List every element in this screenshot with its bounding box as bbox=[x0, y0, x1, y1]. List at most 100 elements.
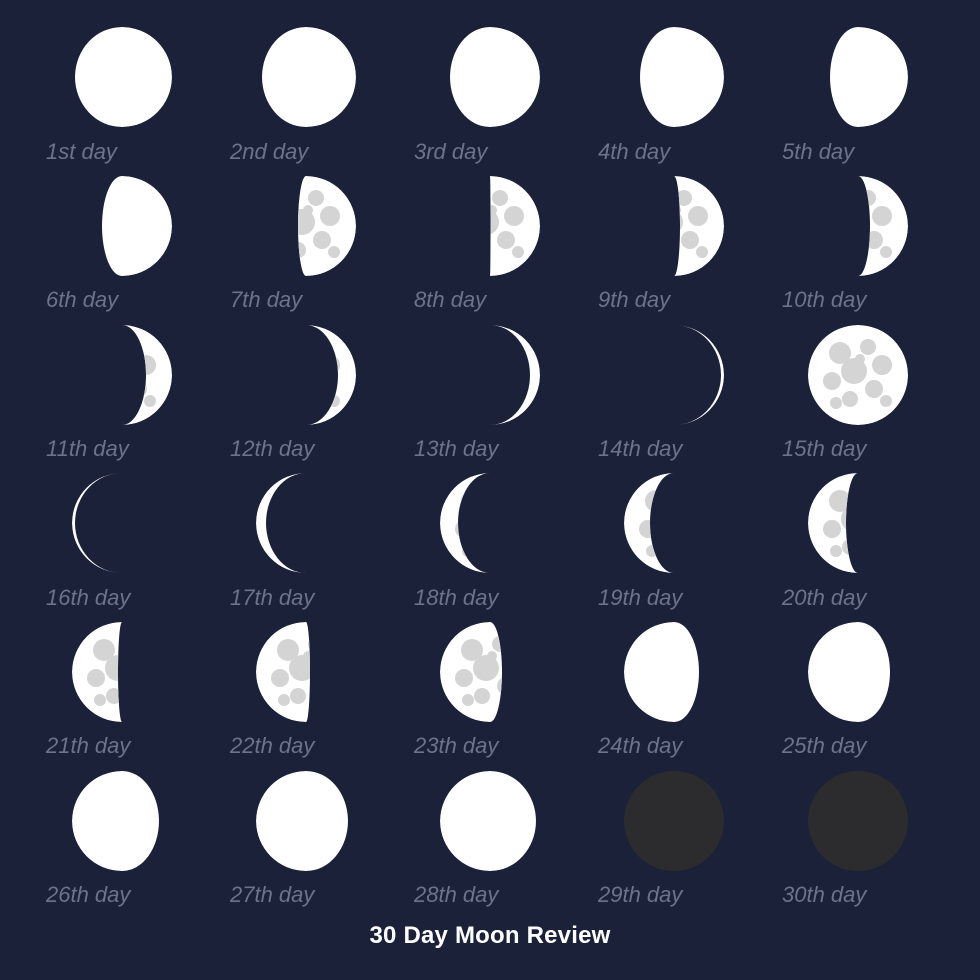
moon-wrap bbox=[776, 169, 940, 284]
moon-wrap bbox=[224, 169, 388, 284]
phase-label: 7th day bbox=[224, 287, 388, 313]
phase-cell: 15th day bbox=[776, 317, 940, 462]
phase-label: 9th day bbox=[592, 287, 756, 313]
moon-phase-icon bbox=[436, 172, 544, 280]
phase-label: 27th day bbox=[224, 882, 388, 908]
phase-label: 19th day bbox=[592, 585, 756, 611]
moon-phase-chart: 1st day 2nd day 3rd day 4th day 5th day 6th d… bbox=[0, 0, 980, 980]
moon-phase-icon bbox=[68, 767, 176, 875]
phase-label: 17th day bbox=[224, 585, 388, 611]
moon-phase-icon bbox=[68, 618, 176, 726]
phase-cell: 1st day bbox=[40, 20, 204, 165]
moon-wrap bbox=[592, 615, 756, 730]
moon-wrap bbox=[408, 763, 572, 878]
moon-phase-icon bbox=[252, 23, 360, 131]
moon-wrap bbox=[592, 317, 756, 432]
moon-phase-icon bbox=[68, 172, 176, 280]
phase-cell: 30th day bbox=[776, 763, 940, 908]
moon-wrap bbox=[408, 317, 572, 432]
moon-phase-icon bbox=[620, 469, 728, 577]
moon-wrap bbox=[776, 615, 940, 730]
moon-phase-icon bbox=[436, 767, 544, 875]
phase-cell: 5th day bbox=[776, 20, 940, 165]
chart-title: 30 Day Moon Review bbox=[40, 922, 940, 950]
moon-wrap bbox=[776, 763, 940, 878]
moon-wrap bbox=[224, 466, 388, 581]
phase-label: 5th day bbox=[776, 139, 940, 165]
phase-cell: 29th day bbox=[592, 763, 756, 908]
phase-label: 2nd day bbox=[224, 139, 388, 165]
moon-phase-icon bbox=[804, 618, 912, 726]
phase-label: 8th day bbox=[408, 287, 572, 313]
moon-wrap bbox=[408, 466, 572, 581]
phase-label: 3rd day bbox=[408, 139, 572, 165]
phase-label: 13th day bbox=[408, 436, 572, 462]
moon-phase-icon bbox=[252, 469, 360, 577]
phase-label: 18th day bbox=[408, 585, 572, 611]
phase-label: 29th day bbox=[592, 882, 756, 908]
phase-label: 28th day bbox=[408, 882, 572, 908]
moon-phase-icon bbox=[620, 23, 728, 131]
phase-cell: 14th day bbox=[592, 317, 756, 462]
moon-wrap bbox=[224, 20, 388, 135]
moon-wrap bbox=[224, 317, 388, 432]
moon-wrap bbox=[224, 763, 388, 878]
moon-phase-icon bbox=[804, 321, 912, 429]
phase-cell: 7th day bbox=[224, 169, 388, 314]
phase-cell: 2nd day bbox=[224, 20, 388, 165]
phase-cell: 18th day bbox=[408, 466, 572, 611]
phase-cell: 26th day bbox=[40, 763, 204, 908]
phase-label: 26th day bbox=[40, 882, 204, 908]
phase-cell: 9th day bbox=[592, 169, 756, 314]
moon-phase-icon bbox=[68, 321, 176, 429]
phase-label: 11th day bbox=[40, 436, 204, 462]
moon-phase-icon bbox=[804, 469, 912, 577]
moon-phase-icon bbox=[252, 618, 360, 726]
moon-phase-icon bbox=[804, 172, 912, 280]
moon-wrap bbox=[40, 317, 204, 432]
moon-phase-icon bbox=[252, 172, 360, 280]
moon-phase-icon bbox=[68, 469, 176, 577]
phase-cell: 12th day bbox=[224, 317, 388, 462]
moon-phase-icon bbox=[68, 23, 176, 131]
moon-phase-icon bbox=[620, 618, 728, 726]
phase-label: 1st day bbox=[40, 139, 204, 165]
phase-label: 4th day bbox=[592, 139, 756, 165]
moon-wrap bbox=[592, 169, 756, 284]
phase-label: 16th day bbox=[40, 585, 204, 611]
moon-phase-icon bbox=[804, 23, 912, 131]
moon-wrap bbox=[592, 763, 756, 878]
phase-label: 25th day bbox=[776, 733, 940, 759]
phase-cell: 4th day bbox=[592, 20, 756, 165]
moon-phase-icon bbox=[252, 767, 360, 875]
phase-cell: 24th day bbox=[592, 615, 756, 760]
phase-cell: 25th day bbox=[776, 615, 940, 760]
phase-cell: 16th day bbox=[40, 466, 204, 611]
moon-phase-icon bbox=[436, 23, 544, 131]
moon-phase-icon bbox=[620, 767, 728, 875]
phase-label: 6th day bbox=[40, 287, 204, 313]
phase-cell: 8th day bbox=[408, 169, 572, 314]
phase-grid: 1st day 2nd day 3rd day 4th day 5th day 6th d… bbox=[40, 20, 940, 908]
phase-cell: 20th day bbox=[776, 466, 940, 611]
phase-cell: 22th day bbox=[224, 615, 388, 760]
moon-wrap bbox=[408, 169, 572, 284]
moon-wrap bbox=[408, 615, 572, 730]
moon-phase-icon bbox=[436, 469, 544, 577]
moon-phase-icon bbox=[804, 767, 912, 875]
phase-label: 10th day bbox=[776, 287, 940, 313]
moon-wrap bbox=[40, 169, 204, 284]
phase-cell: 10th day bbox=[776, 169, 940, 314]
phase-cell: 6th day bbox=[40, 169, 204, 314]
moon-wrap bbox=[776, 317, 940, 432]
phase-label: 20th day bbox=[776, 585, 940, 611]
phase-cell: 19th day bbox=[592, 466, 756, 611]
phase-cell: 28th day bbox=[408, 763, 572, 908]
phase-label: 15th day bbox=[776, 436, 940, 462]
moon-wrap bbox=[224, 615, 388, 730]
moon-phase-icon bbox=[436, 321, 544, 429]
moon-wrap bbox=[776, 20, 940, 135]
phase-label: 24th day bbox=[592, 733, 756, 759]
phase-label: 21th day bbox=[40, 733, 204, 759]
moon-phase-icon bbox=[252, 321, 360, 429]
